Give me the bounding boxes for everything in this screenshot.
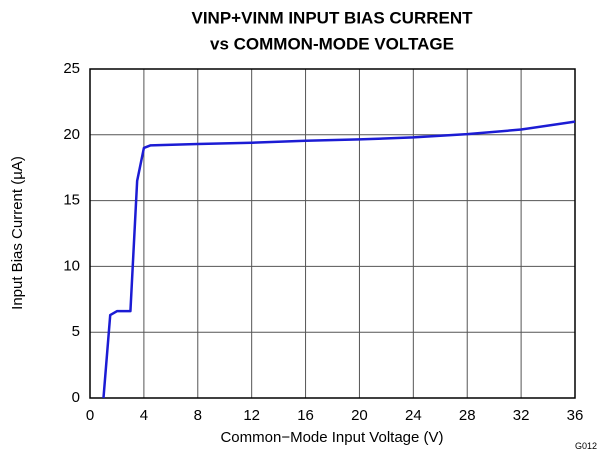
x-tick-label: 16 [297, 407, 314, 424]
x-tick-label: 8 [194, 407, 202, 424]
data-line [102, 120, 576, 399]
x-tick-label: 32 [513, 407, 530, 424]
y-tick-label: 10 [63, 257, 80, 274]
chart-title: vs COMMON-MODE VOLTAGE [210, 34, 454, 53]
y-tick-label: 5 [72, 323, 80, 340]
x-tick-label: 24 [405, 407, 422, 424]
x-axis-label: Common−Mode Input Voltage (V) [220, 429, 443, 446]
chart-title: VINP+VINM INPUT BIAS CURRENT [192, 8, 474, 27]
x-tick-label: 20 [351, 407, 368, 424]
y-tick-label: 20 [63, 126, 80, 143]
y-tick-label: 0 [72, 389, 80, 406]
x-tick-label: 4 [140, 407, 148, 424]
x-tick-label: 0 [86, 407, 94, 424]
figure-id: G012 [575, 441, 597, 449]
x-tick-label: 36 [567, 407, 584, 424]
y-tick-label: 15 [63, 192, 80, 209]
x-tick-label: 28 [459, 407, 476, 424]
plot-frame [89, 68, 576, 399]
x-tick-label: 12 [243, 407, 260, 424]
y-axis-label: Input Bias Current (µA) [9, 156, 26, 310]
y-tick-label: 25 [63, 60, 80, 77]
